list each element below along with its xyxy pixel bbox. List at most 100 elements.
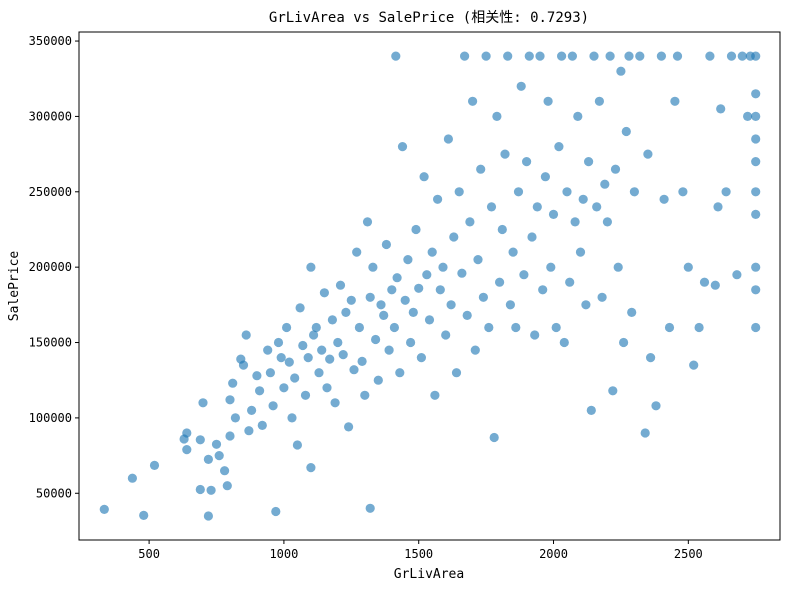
scatter-point xyxy=(300,390,311,400)
scatter-point xyxy=(640,428,650,438)
scatter-point xyxy=(228,378,238,388)
scatter-point xyxy=(327,315,337,325)
scatter-point xyxy=(751,157,761,167)
scatter-point xyxy=(263,345,273,355)
scatter-point xyxy=(578,194,588,204)
scatter-point xyxy=(751,134,761,144)
scatter-point xyxy=(306,262,316,272)
scatter-point xyxy=(608,386,618,396)
y-tick-label: 300000 xyxy=(29,109,72,123)
x-tick-label: 2500 xyxy=(674,547,703,561)
scatter-point xyxy=(589,51,599,61)
scatter-point xyxy=(546,262,556,272)
scatter-point xyxy=(705,51,715,61)
scatter-point xyxy=(400,295,410,305)
scatter-point xyxy=(257,420,267,430)
scatter-point xyxy=(562,187,572,197)
scatter-point xyxy=(575,247,586,257)
scatter-point xyxy=(481,51,491,61)
scatter-point xyxy=(454,187,464,197)
scatter-point xyxy=(505,300,515,310)
scatter-point xyxy=(699,277,710,287)
scatter-point xyxy=(527,232,537,242)
scatter-point xyxy=(457,268,467,278)
scatter-point xyxy=(371,334,381,345)
scatter-point xyxy=(538,285,548,295)
scatter-point xyxy=(651,401,661,411)
scatter-point xyxy=(333,337,343,348)
scatter-point xyxy=(389,322,399,333)
scatter-point xyxy=(470,345,480,355)
scatter-point xyxy=(751,51,761,61)
scatter-point xyxy=(656,51,667,61)
scatter-point xyxy=(346,295,356,305)
chart-title: GrLivArea vs SalePrice (相关性: 0.7293) xyxy=(269,10,589,26)
scatter-point xyxy=(519,270,529,280)
scatter-point xyxy=(716,104,726,114)
scatter-point xyxy=(532,202,542,212)
scatter-point xyxy=(751,285,761,295)
scatter-point xyxy=(751,322,761,333)
scatter-point xyxy=(627,307,637,317)
scatter-point xyxy=(247,405,257,415)
scatter-point xyxy=(230,413,240,423)
scatter-point xyxy=(672,51,683,61)
scatter-point xyxy=(414,283,424,293)
scatter-point xyxy=(610,164,621,174)
scatter-point xyxy=(743,111,753,121)
scatter-point xyxy=(619,337,629,348)
scatter-point xyxy=(295,303,305,313)
scatter-point xyxy=(646,353,656,363)
scatter-point xyxy=(462,310,472,320)
scatter-point xyxy=(713,202,723,212)
scatter-point xyxy=(535,51,545,61)
scatter-point xyxy=(500,149,510,159)
scatter-point xyxy=(265,368,275,378)
scatter-point xyxy=(268,401,278,411)
scatter-point xyxy=(570,217,580,227)
y-tick-label: 150000 xyxy=(29,336,72,350)
scatter-point xyxy=(195,484,205,495)
scatter-point xyxy=(513,187,524,197)
scatter-point xyxy=(629,187,640,197)
scatter-point xyxy=(438,262,448,272)
y-tick-label: 100000 xyxy=(29,411,72,425)
scatter-point xyxy=(392,273,402,283)
scatter-point xyxy=(290,373,300,383)
scatter-point xyxy=(443,134,453,144)
scatter-point xyxy=(365,292,375,302)
scatter-point xyxy=(659,194,669,204)
scatter-point xyxy=(311,322,321,333)
scatter-point xyxy=(486,202,497,212)
scatter-point xyxy=(330,398,340,408)
scatter-point xyxy=(540,172,551,182)
scatter-point xyxy=(592,202,602,212)
scatter-point xyxy=(643,149,653,159)
scatter-point xyxy=(376,300,386,310)
y-axis-label: SalePrice xyxy=(7,251,22,322)
scatter-point xyxy=(721,187,731,197)
scatter-point xyxy=(203,511,213,521)
scatter-point xyxy=(182,428,192,438)
scatter-point xyxy=(198,398,208,408)
scatter-point xyxy=(357,356,367,366)
scatter-point xyxy=(292,440,302,450)
scatter-point xyxy=(621,126,631,137)
scatter-point xyxy=(605,51,615,61)
scatter-point xyxy=(451,368,462,378)
scatter-point xyxy=(732,270,742,280)
scatter-point xyxy=(403,255,413,265)
scatter-point xyxy=(516,81,526,91)
scatter-point xyxy=(670,96,680,106)
scatter-point xyxy=(751,187,761,197)
x-tick-label: 1000 xyxy=(269,547,298,561)
scatter-point xyxy=(616,66,626,76)
scatter-point xyxy=(352,247,362,257)
scatter-point xyxy=(203,454,213,464)
scatter-point xyxy=(319,288,329,298)
scatter-point xyxy=(567,51,578,61)
scatter-point xyxy=(127,473,137,483)
scatter-point xyxy=(220,466,230,476)
scatter-point xyxy=(635,51,645,61)
